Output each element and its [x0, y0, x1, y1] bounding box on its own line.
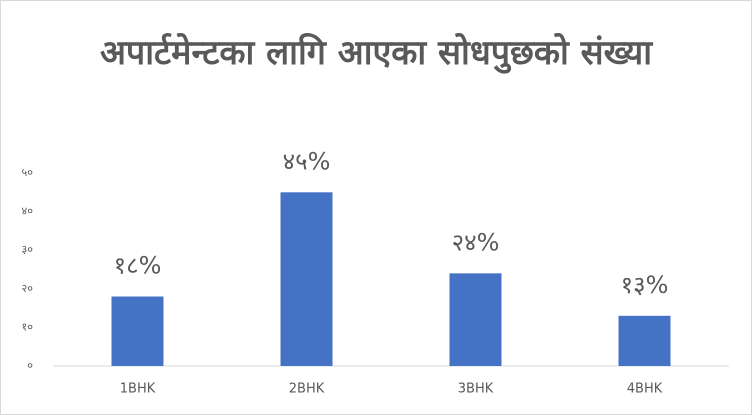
data-label: १३%	[621, 271, 669, 299]
x-tick-label: 1BHK	[120, 382, 156, 397]
x-tick-label: 4BHK	[627, 382, 663, 397]
data-label: २४%	[452, 228, 500, 256]
x-tick-label: 3BHK	[458, 382, 494, 397]
data-label: ४५%	[283, 147, 331, 175]
y-tick-label: ४०	[22, 205, 34, 218]
y-tick-label: १०	[22, 320, 34, 333]
bar	[618, 315, 671, 366]
bar	[280, 192, 333, 366]
bar	[111, 296, 164, 366]
data-label: १८%	[114, 252, 162, 280]
y-tick-label: ३०	[22, 243, 34, 256]
y-tick-label: ५०	[22, 166, 34, 179]
chart-title: अपार्टमेन्टका लागि आएका सोधपुछको संख्या	[99, 33, 653, 73]
y-tick-label: ०	[27, 359, 33, 372]
y-tick-label: २०	[22, 282, 34, 295]
x-tick-label: 2BHK	[289, 382, 325, 397]
bar	[449, 273, 502, 366]
